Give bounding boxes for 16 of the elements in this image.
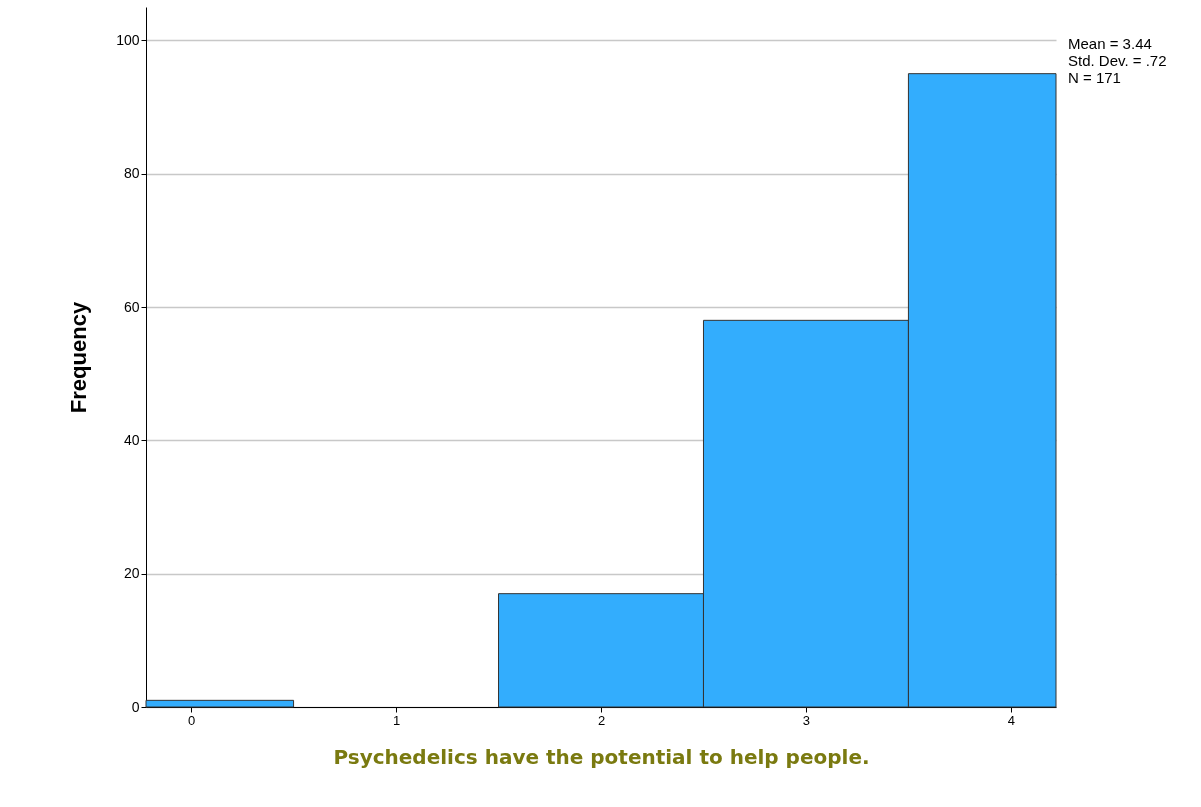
text: N = 171 <box>1068 69 1121 86</box>
y-tick-label: 40 <box>123 431 140 448</box>
x-tick-label: 4 <box>1007 712 1016 728</box>
x-tick-label: 0 <box>187 712 196 728</box>
y-tick-label: 0 <box>131 698 140 715</box>
y-tick-label: 80 <box>123 165 140 182</box>
y-tick-label: 100 <box>116 31 140 48</box>
y-axis-title: Frequency <box>66 301 92 414</box>
x-tick-label: 3 <box>802 712 811 728</box>
text: Std. Dev. = .72 <box>1068 52 1167 69</box>
x-axis-title: Psychedelics have the potential to help people. <box>333 744 870 769</box>
y-tick-label: 60 <box>123 298 140 315</box>
x-tick-label: 2 <box>597 712 606 728</box>
y-tick-label: 20 <box>123 565 140 582</box>
x-tick-label: 1 <box>392 712 401 728</box>
text: Mean = 3.44 <box>1068 35 1152 52</box>
